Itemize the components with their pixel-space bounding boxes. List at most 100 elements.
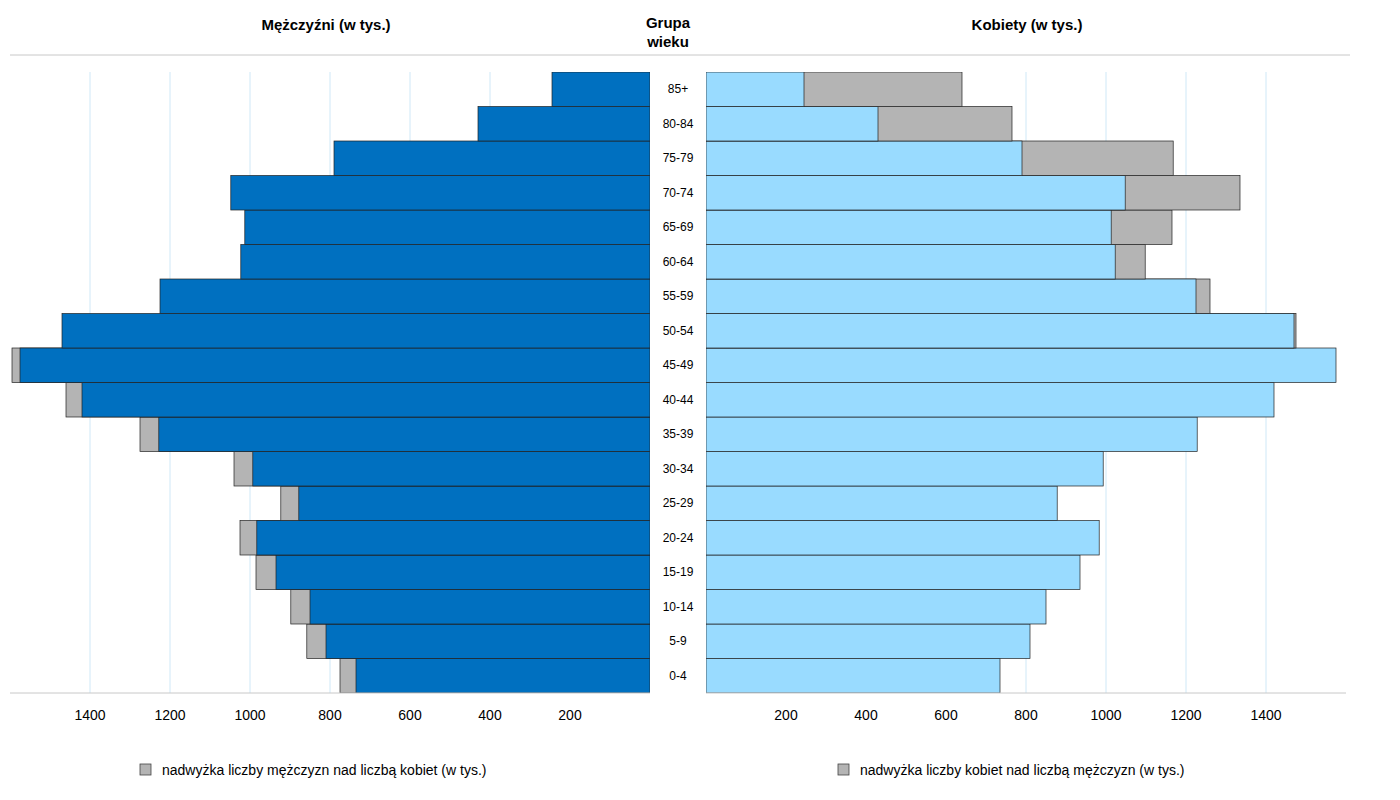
bar (706, 72, 804, 107)
tick-label: 800 (1014, 707, 1038, 723)
bar-surplus (234, 452, 650, 487)
tick-label: 1200 (154, 707, 185, 723)
tick-label: 1400 (74, 707, 105, 723)
bar (160, 279, 650, 314)
tick-label: 600 (934, 707, 958, 723)
bar (245, 210, 650, 245)
axis-title-line: Grupa (646, 14, 691, 31)
bar (706, 107, 878, 142)
category-label: 80-84 (663, 117, 694, 131)
tick-label: 1200 (1170, 707, 1201, 723)
legend-swatch (838, 764, 849, 775)
bar-surplus (706, 107, 1012, 142)
tick-label: 1000 (1090, 707, 1121, 723)
axis-title-line: wieku (646, 33, 689, 50)
tick-label: 200 (558, 707, 582, 723)
tick-label: 400 (854, 707, 878, 723)
bar (82, 383, 650, 418)
category-label: 25-29 (663, 496, 694, 510)
tick-label: 800 (318, 707, 342, 723)
bar (706, 521, 1099, 556)
category-label: 35-39 (663, 427, 694, 441)
category-label: 70-74 (663, 186, 694, 200)
bar (706, 279, 1196, 314)
category-label: 75-79 (663, 151, 694, 165)
bar (706, 659, 1000, 694)
bar (706, 452, 1103, 487)
bar-surplus (66, 383, 650, 418)
category-label: 55-59 (663, 289, 694, 303)
category-label: 15-19 (663, 565, 694, 579)
bar-surplus (240, 521, 650, 556)
tick-label: 1000 (234, 707, 265, 723)
bar (706, 210, 1111, 245)
bar-surplus (291, 590, 650, 625)
axis-title: Grupa wieku (646, 14, 691, 50)
bar (706, 486, 1057, 521)
bar-surplus (706, 141, 1173, 176)
legend-swatch (140, 764, 151, 775)
bar (231, 176, 650, 211)
panel-title: Kobiety (w tys.) (972, 16, 1083, 33)
category-label: 40-44 (663, 393, 694, 407)
bar-surplus (12, 348, 650, 383)
bar (299, 486, 650, 521)
bar (706, 383, 1274, 418)
bar (310, 590, 650, 625)
bar-surplus (256, 555, 650, 590)
bar-surplus (140, 417, 650, 452)
tick-label: 200 (774, 707, 798, 723)
tick-label: 400 (478, 707, 502, 723)
bar (326, 624, 650, 659)
axis-line (10, 693, 650, 694)
bar-surplus (706, 314, 1296, 349)
bar (62, 314, 650, 349)
bar-surplus (706, 72, 962, 107)
bar (706, 141, 1022, 176)
bar-surplus (340, 659, 650, 694)
category-label: 50-54 (663, 324, 694, 338)
category-label: 65-69 (663, 220, 694, 234)
legend-label: nadwyżka liczby kobiet nad liczbą mężczy… (860, 762, 1184, 778)
bar (706, 555, 1080, 590)
category-label: 10-14 (663, 600, 694, 614)
tick-label: 1400 (1250, 707, 1281, 723)
bar (253, 452, 650, 487)
bar (334, 141, 650, 176)
bar-surplus (706, 245, 1145, 280)
category-label: 60-64 (663, 255, 694, 269)
bars-left (12, 72, 650, 693)
category-label: 85+ (668, 82, 688, 96)
bar-surplus (307, 624, 650, 659)
bar (276, 555, 650, 590)
bar-surplus (281, 486, 650, 521)
category-label: 5-9 (669, 634, 687, 648)
bar (706, 417, 1197, 452)
panel-title: Mężczyźni (w tys.) (261, 16, 390, 33)
category-label: 30-34 (663, 462, 694, 476)
category-label: 20-24 (663, 531, 694, 545)
bar (706, 348, 1336, 383)
legend-label: nadwyżka liczby mężczyzn nad liczbą kobi… (162, 762, 486, 778)
axis-line (706, 693, 1346, 694)
bar (159, 417, 650, 452)
tick-label: 600 (398, 707, 422, 723)
bar (20, 348, 650, 383)
bar (706, 590, 1046, 625)
bar (478, 107, 650, 142)
bar (257, 521, 650, 556)
bar (706, 245, 1115, 280)
category-label: 0-4 (669, 669, 687, 683)
bar (552, 72, 650, 107)
bar (706, 314, 1294, 349)
bar-surplus (706, 279, 1210, 314)
bar-surplus (706, 210, 1172, 245)
bar (241, 245, 650, 280)
bars-right (706, 72, 1336, 693)
header-rule (10, 55, 1350, 56)
category-label: 45-49 (663, 358, 694, 372)
bar (706, 176, 1125, 211)
bar-surplus (706, 176, 1240, 211)
chart: Mężczyźni (w tys.) Kobiety (w tys.) Grupa w… (0, 0, 1400, 800)
bar (356, 659, 650, 694)
